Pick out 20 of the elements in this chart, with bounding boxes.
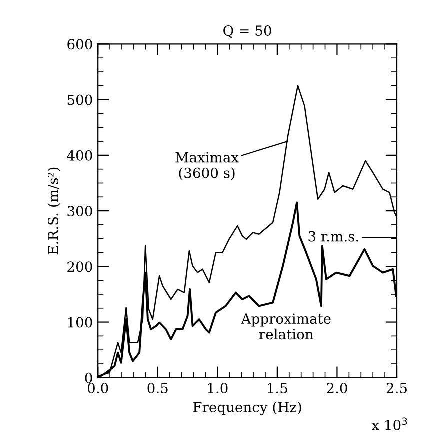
annotation: Approximate relation <box>241 314 331 340</box>
annotation: Maximax (3600 s) <box>176 152 239 180</box>
x-tick-label: 2.5 <box>386 383 407 394</box>
y-tick-label: 200 <box>68 262 92 272</box>
y-tick-label: 0 <box>85 372 92 384</box>
y-tick-label: 300 <box>68 206 92 217</box>
x-tick-label: 0.5 <box>148 383 168 394</box>
x-axis-title: Frequency (Hz) <box>193 402 302 416</box>
chart-title: Q = 50 <box>224 26 272 38</box>
annotation: 3 r.m.s. <box>308 231 358 242</box>
y-tick-label: 500 <box>68 94 92 106</box>
x-tick-label: 1.0 <box>208 383 228 394</box>
x-tick-label: 1.5 <box>268 383 288 394</box>
text: x 10$^{3}$ <box>372 418 408 430</box>
x-tick-label: 2.0 <box>327 383 348 394</box>
y-tick-label: 100 <box>68 317 92 328</box>
y-tick-label: 600 <box>68 39 92 50</box>
x-tick-label: 0.0 <box>88 383 108 394</box>
y-tick-label: 400 <box>67 150 92 161</box>
y-axis-title: E.R.S. (m/s²) <box>48 168 60 255</box>
